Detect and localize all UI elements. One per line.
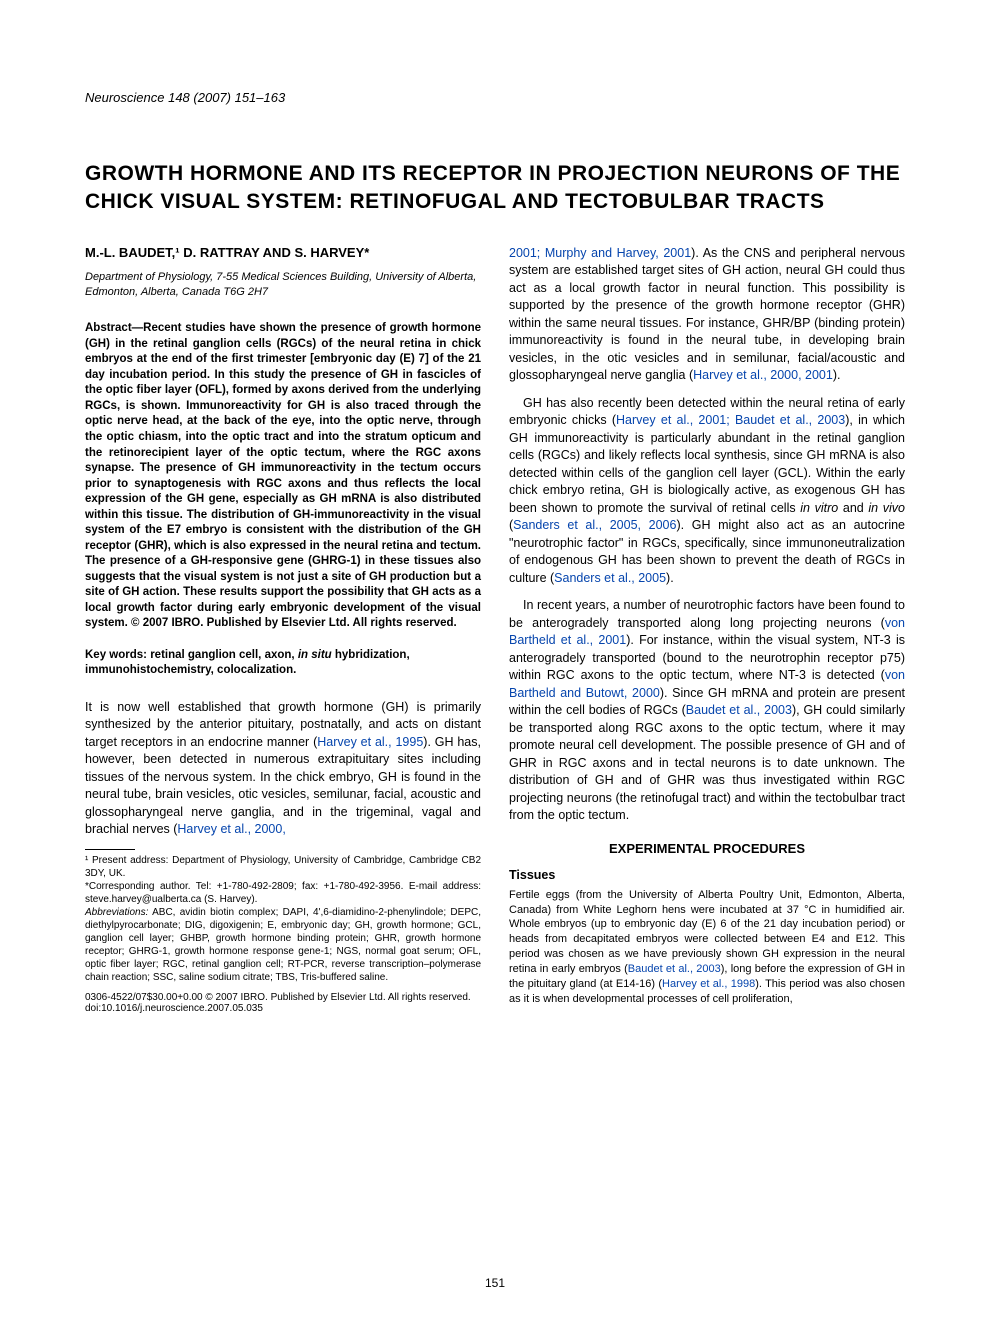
- col2-p2-b: ), in which GH immunoreactivity is parti…: [509, 413, 905, 515]
- col2-paragraph-1: 2001; Murphy and Harvey, 2001). As the C…: [509, 245, 905, 385]
- col2-p1-b: ).: [833, 368, 841, 382]
- citation-link[interactable]: Harvey et al., 1998: [662, 978, 755, 990]
- abstract: Abstract—Recent studies have shown the p…: [85, 321, 481, 631]
- citation-link[interactable]: Harvey et al., 2000,: [177, 822, 285, 836]
- footnote-abbreviations: Abbreviations: ABC, avidin biotin comple…: [85, 906, 481, 984]
- two-column-layout: M.-L. BAUDET,¹ D. RATTRAY AND S. HARVEY*…: [85, 245, 905, 1014]
- subsection-tissues: Tissues: [509, 868, 905, 882]
- footnote-divider: [85, 849, 135, 850]
- col2-p2-italic1: in vitro: [800, 501, 838, 515]
- section-heading-experimental: EXPERIMENTAL PROCEDURES: [509, 841, 905, 856]
- citation-link[interactable]: Harvey et al., 2000, 2001: [693, 368, 833, 382]
- copyright: 0306-4522/07$30.00+0.00 © 2007 IBRO. Pub…: [85, 992, 481, 1003]
- author-list: M.-L. BAUDET,¹ D. RATTRAY AND S. HARVEY*: [85, 245, 481, 260]
- citation-link[interactable]: Baudet et al., 2003: [686, 703, 792, 717]
- col2-p3-a: In recent years, a number of neurotrophi…: [509, 598, 905, 630]
- abbrev-text: ABC, avidin biotin complex; DAPI, 4',6-d…: [85, 907, 481, 983]
- doi: doi:10.1016/j.neuroscience.2007.05.035: [85, 1003, 481, 1014]
- keywords-text: retinal ganglion cell, axon,: [147, 649, 298, 661]
- footnote-present-address: ¹ Present address: Department of Physiol…: [85, 854, 481, 880]
- journal-header: Neuroscience 148 (2007) 151–163: [85, 90, 905, 105]
- keywords-italic: in situ: [298, 649, 332, 661]
- right-column: 2001; Murphy and Harvey, 2001). As the C…: [509, 245, 905, 1014]
- citation-link[interactable]: Sanders et al., 2005, 2006: [513, 518, 676, 532]
- col2-p2-c: and: [838, 501, 868, 515]
- citation-link[interactable]: Baudet et al., 2003: [628, 963, 721, 975]
- col2-p1-a: ). As the CNS and peripheral nervous sys…: [509, 246, 905, 383]
- citation-link[interactable]: Harvey et al., 1995: [317, 735, 423, 749]
- col2-paragraph-2: GH has also recently been detected withi…: [509, 395, 905, 588]
- keywords-label: Key words:: [85, 649, 147, 661]
- citation-link[interactable]: 2001; Murphy and Harvey, 2001: [509, 246, 691, 260]
- col2-p2-f: ).: [666, 571, 674, 585]
- citation-link[interactable]: Sanders et al., 2005: [554, 571, 666, 585]
- footnote-corresponding: *Corresponding author. Tel: +1-780-492-2…: [85, 880, 481, 906]
- col2-p2-italic2: in vivo: [868, 501, 905, 515]
- citation-link[interactable]: Harvey et al., 2001; Baudet et al., 2003: [616, 413, 845, 427]
- footnotes-block: ¹ Present address: Department of Physiol…: [85, 854, 481, 984]
- intro-text-b: ). GH has, however, been detected in num…: [85, 735, 481, 837]
- keywords: Key words: retinal ganglion cell, axon, …: [85, 648, 481, 679]
- page-number: 151: [485, 1276, 505, 1290]
- left-column: M.-L. BAUDET,¹ D. RATTRAY AND S. HARVEY*…: [85, 245, 481, 1014]
- col2-paragraph-3: In recent years, a number of neurotrophi…: [509, 597, 905, 825]
- article-title: GROWTH HORMONE AND ITS RECEPTOR IN PROJE…: [85, 160, 905, 217]
- methods-paragraph-1: Fertile eggs (from the University of Alb…: [509, 888, 905, 1007]
- affiliation: Department of Physiology, 7-55 Medical S…: [85, 270, 481, 300]
- intro-paragraph-1: It is now well established that growth h…: [85, 699, 481, 839]
- abbrev-label: Abbreviations:: [85, 907, 148, 918]
- col2-p3-d: ), GH could similarly be transported alo…: [509, 703, 905, 822]
